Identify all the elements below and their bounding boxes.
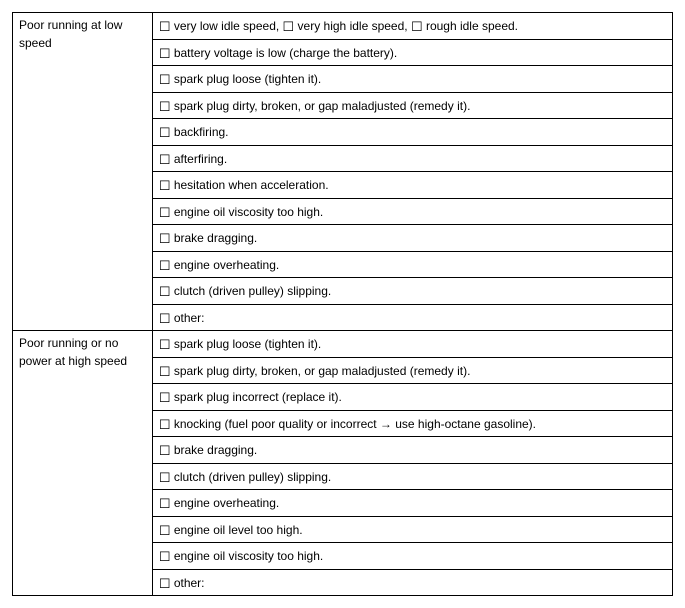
- item-cell: ☐ brake dragging.: [152, 225, 672, 252]
- item-text: engine oil viscosity too high.: [170, 549, 323, 563]
- checkbox-icon: ☐: [283, 19, 295, 34]
- checkbox-icon: ☐: [159, 337, 171, 352]
- item-cell: ☐ knocking (fuel poor quality or incorre…: [152, 410, 672, 437]
- item-cell: ☐ brake dragging.: [152, 437, 672, 464]
- checkbox-icon: ☐: [159, 443, 171, 458]
- item-text: battery voltage is low (charge the batte…: [170, 46, 397, 60]
- item-cell: ☐ clutch (driven pulley) slipping.: [152, 463, 672, 490]
- item-text: spark plug incorrect (replace it).: [170, 390, 341, 404]
- checkbox-icon: ☐: [159, 46, 171, 61]
- item-cell: ☐ engine overheating.: [152, 490, 672, 517]
- item-text: engine oil level too high.: [170, 523, 302, 537]
- item-text: brake dragging.: [170, 231, 257, 245]
- checkbox-icon: ☐: [159, 178, 171, 193]
- checkbox-icon: ☐: [159, 523, 171, 538]
- checkbox-icon: ☐: [159, 258, 171, 273]
- checkbox-icon: ☐: [159, 99, 171, 114]
- item-text: engine oil viscosity too high.: [170, 205, 323, 219]
- checkbox-icon: ☐: [159, 152, 171, 167]
- item-text: rough idle speed.: [423, 19, 518, 33]
- item-text: clutch (driven pulley) slipping.: [170, 470, 331, 484]
- item-text: spark plug dirty, broken, or gap maladju…: [170, 364, 470, 378]
- item-cell: ☐ battery voltage is low (charge the bat…: [152, 39, 672, 66]
- item-cell: ☐ hesitation when acceleration.: [152, 172, 672, 199]
- checkbox-icon: ☐: [159, 576, 171, 591]
- checkbox-icon: ☐: [159, 205, 171, 220]
- table-row: Poor running or no power at high speed☐ …: [13, 331, 673, 358]
- item-cell: ☐ engine oil viscosity too high.: [152, 543, 672, 570]
- checkbox-icon: ☐: [159, 364, 171, 379]
- item-text: very low idle speed,: [170, 19, 282, 33]
- checkbox-icon: ☐: [159, 549, 171, 564]
- item-cell: ☐ spark plug dirty, broken, or gap malad…: [152, 92, 672, 119]
- troubleshooting-table: Poor running at low speed☐ very low idle…: [12, 12, 673, 596]
- item-text: backfiring.: [170, 125, 228, 139]
- item-cell: ☐ spark plug dirty, broken, or gap malad…: [152, 357, 672, 384]
- item-text: very high idle speed,: [294, 19, 411, 33]
- item-text: hesitation when acceleration.: [170, 178, 328, 192]
- checkbox-icon: ☐: [159, 496, 171, 511]
- item-text: other:: [170, 576, 204, 590]
- checkbox-icon: ☐: [159, 19, 171, 34]
- item-cell: ☐ spark plug incorrect (replace it).: [152, 384, 672, 411]
- item-text: afterfiring.: [170, 152, 227, 166]
- item-cell: ☐ engine oil level too high.: [152, 516, 672, 543]
- item-cell: ☐ afterfiring.: [152, 145, 672, 172]
- table-row: Poor running at low speed☐ very low idle…: [13, 13, 673, 40]
- item-cell: ☐ very low idle speed, ☐ very high idle …: [152, 13, 672, 40]
- item-cell: ☐ spark plug loose (tighten it).: [152, 66, 672, 93]
- item-text: spark plug dirty, broken, or gap maladju…: [170, 99, 470, 113]
- item-text: other:: [170, 311, 204, 325]
- item-text: spark plug loose (tighten it).: [170, 72, 321, 86]
- item-cell: ☐ spark plug loose (tighten it).: [152, 331, 672, 358]
- item-cell: ☐ engine oil viscosity too high.: [152, 198, 672, 225]
- category-cell: Poor running or no power at high speed: [13, 331, 153, 596]
- item-cell: ☐ engine overheating.: [152, 251, 672, 278]
- checkbox-icon: ☐: [159, 311, 171, 326]
- checkbox-icon: ☐: [159, 125, 171, 140]
- checkbox-icon: ☐: [159, 470, 171, 485]
- checkbox-icon: ☐: [159, 417, 171, 432]
- item-text: engine overheating.: [170, 258, 279, 272]
- item-text: spark plug loose (tighten it).: [170, 337, 321, 351]
- category-cell: Poor running at low speed: [13, 13, 153, 331]
- item-cell: ☐ other:: [152, 569, 672, 596]
- item-cell: ☐ other:: [152, 304, 672, 331]
- checkbox-icon: ☐: [159, 390, 171, 405]
- item-cell: ☐ backfiring.: [152, 119, 672, 146]
- item-text: clutch (driven pulley) slipping.: [170, 284, 331, 298]
- checkbox-icon: ☐: [159, 231, 171, 246]
- checkbox-icon: ☐: [159, 284, 171, 299]
- checkbox-icon: ☐: [159, 72, 171, 87]
- item-cell: ☐ clutch (driven pulley) slipping.: [152, 278, 672, 305]
- checkbox-icon: ☐: [411, 19, 423, 34]
- item-text: brake dragging.: [170, 443, 257, 457]
- item-text: knocking (fuel poor quality or incorrect…: [170, 417, 536, 431]
